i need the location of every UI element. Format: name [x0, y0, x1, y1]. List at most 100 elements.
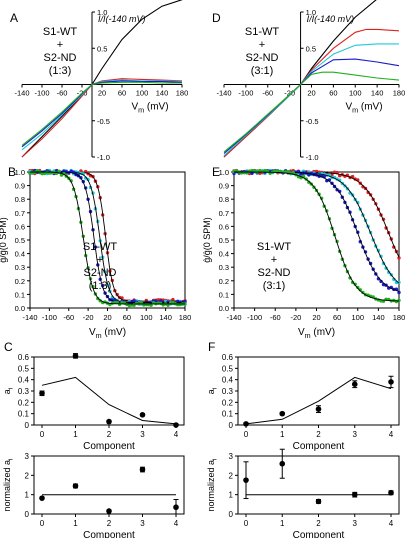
- C_top-x-tick-label: 3: [140, 430, 145, 439]
- E-x-tick-label: 140: [372, 313, 385, 322]
- E-y-tick-label: 0.6: [219, 222, 229, 231]
- A-y-tick-label: -0.5: [97, 117, 110, 126]
- E-y-tick-label: 0.4: [219, 250, 229, 259]
- A-y-tick-label: 1.0: [97, 8, 107, 17]
- A-x-tick-label: 60: [118, 89, 126, 98]
- F_top-y-tick-label: 0.5: [222, 364, 234, 373]
- E-y-tick-label: 0.8: [219, 195, 229, 204]
- A-annotation-1: +: [57, 39, 63, 51]
- F_bottom-data-point: [351, 491, 358, 498]
- C_bottom-data-point: [39, 495, 45, 501]
- F_top-y-tick-label: 0.3: [222, 387, 234, 396]
- E-x-tick-label: -60: [270, 313, 281, 322]
- E-data-point-3: [356, 285, 360, 290]
- C_top-y-axis-label: ai: [2, 388, 15, 394]
- C_top-y-tick-label: 0.3: [18, 387, 30, 396]
- B-data-point-3: [139, 300, 144, 305]
- B-fit-line-3: [30, 171, 185, 305]
- A-x-tick-label: -100: [34, 89, 49, 98]
- B-x-tick-label: -100: [42, 313, 57, 322]
- E-x-tick-label: -20: [290, 313, 301, 322]
- C_top-data-point: [173, 422, 179, 428]
- C_bottom-y-tick-label: 3: [25, 452, 30, 461]
- B-y-tick-label: 0.2: [15, 277, 25, 286]
- A-x-tick-label: 100: [136, 89, 149, 98]
- C_top-data-point: [39, 390, 45, 397]
- C_top-y-tick-label: 0.1: [18, 410, 30, 419]
- C_bottom-data-point: [106, 508, 112, 514]
- A-y-axis-label: I/I(-140 mV): [98, 14, 146, 24]
- B-annotation-3: (1:3): [89, 280, 112, 292]
- E-data-point-2: [397, 290, 401, 295]
- E-data-point-3: [286, 170, 290, 174]
- B-x-tick-label: -60: [63, 313, 74, 322]
- F_top-plot-frame: [237, 356, 400, 426]
- F_bottom-x-tick-label: 0: [244, 519, 249, 528]
- B-data-point-3: [132, 303, 136, 307]
- E-annotation-2: S2-ND: [257, 267, 290, 279]
- B-data-point-2: [159, 299, 163, 303]
- B-x-tick-label: 20: [103, 313, 111, 322]
- F_bottom-y-tick-label: 3: [229, 452, 234, 461]
- E-x-tick-label: 180: [393, 313, 406, 322]
- B-x-tick-label: 100: [140, 313, 153, 322]
- A-series-line-4: [21, 81, 182, 146]
- F_top-data-point: [388, 379, 394, 385]
- F_top-x-tick-label: 3: [353, 430, 358, 439]
- F_top-model-line: [245, 376, 392, 425]
- F_bottom-x-tick-label: 3: [353, 519, 358, 528]
- B-annotation-2: S2-ND: [83, 267, 116, 279]
- D-x-tick-label: 20: [307, 89, 315, 98]
- D-x-tick-label: -100: [238, 89, 253, 98]
- A-y-tick-label: -1.0: [97, 153, 110, 162]
- D-x-tick-label: -60: [262, 89, 273, 98]
- D-panel-label: D: [212, 11, 221, 25]
- F_bottom-y-tick-label: 0: [229, 510, 234, 519]
- C_bottom-plot-frame: [33, 455, 185, 515]
- E-annotation-1: +: [271, 254, 277, 266]
- D-x-tick-label: 180: [393, 89, 406, 98]
- E-data-point-3: [307, 180, 311, 184]
- E-data-point-2: [338, 189, 342, 194]
- C_top-y-tick-label: 0.6: [18, 353, 30, 362]
- E-data-point-2: [250, 171, 254, 175]
- C_bottom-y-tick-label: 1: [25, 491, 30, 500]
- E-x-tick-label: -100: [247, 313, 262, 322]
- B-y-tick-label: 0.1: [15, 290, 25, 299]
- C_top-x-tick-label: 2: [107, 430, 112, 439]
- D-annotation-1: +: [259, 39, 265, 51]
- E-y-tick-label: 0.2: [219, 277, 229, 286]
- D-series-line-1: [223, 28, 400, 158]
- F_bottom-x-tick-label: 4: [389, 519, 394, 528]
- D-y-tick-label: 0.5: [306, 44, 316, 53]
- E-fit-line-3: [234, 171, 399, 302]
- A-panel-label: A: [10, 11, 18, 25]
- A-x-tick-label: -60: [57, 89, 68, 98]
- E-data-point-2: [379, 279, 383, 284]
- C_top-panel-label: C: [4, 340, 13, 354]
- D-y-tick-label: 1.0: [306, 8, 316, 17]
- D-x-tick-label: -140: [216, 89, 231, 98]
- B-annotation-0: S1-WT: [83, 241, 118, 253]
- B-x-tick-label: 140: [159, 313, 172, 322]
- F_bottom-y-tick-label: 1: [229, 491, 234, 500]
- C_top-data-point: [106, 418, 112, 425]
- A-annotation-0: S1-WT: [43, 26, 78, 38]
- B-x-tick-label: 60: [123, 313, 131, 322]
- A-x-tick-label: 180: [176, 89, 189, 98]
- B-data-point-3: [57, 169, 61, 173]
- F_top-y-tick-label: 0.2: [222, 398, 234, 407]
- C_bottom-x-tick-label: 3: [140, 519, 145, 528]
- A-x-axis-label: Vm (mV): [131, 102, 168, 115]
- D-series-line-4: [223, 71, 400, 153]
- F_top-x-tick-label: 4: [389, 430, 394, 439]
- C_top-x-axis-label: Component: [83, 441, 135, 452]
- C_bottom-data-point: [72, 483, 79, 489]
- D-annotation-0: S1-WT: [245, 26, 280, 38]
- E-data-point-3: [263, 168, 267, 173]
- F_bottom-y-axis-label: normalized ai: [206, 459, 219, 512]
- C_bottom-y-axis-label: normalized ai: [2, 459, 15, 512]
- F_top-x-tick-label: 1: [280, 430, 285, 439]
- E-annotation-0: S1-WT: [257, 241, 292, 253]
- C_top-data-point: [139, 412, 146, 418]
